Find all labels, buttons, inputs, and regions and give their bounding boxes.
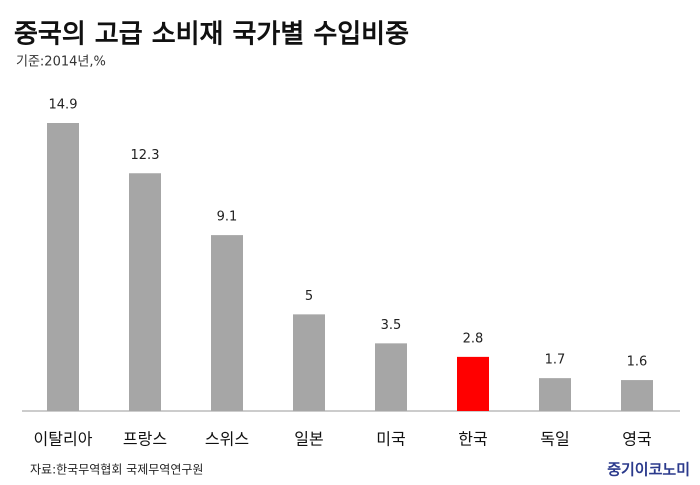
- value-label: 9.1: [217, 210, 238, 225]
- x-tick-label: 미국: [376, 430, 405, 449]
- x-tick-label: 이탈리아: [34, 430, 93, 449]
- bar: [457, 356, 489, 411]
- bar: [621, 380, 653, 411]
- value-label: 1.7: [545, 353, 566, 368]
- bar: [211, 235, 243, 411]
- x-tick-label: 한국: [458, 430, 487, 449]
- x-tick-label: 스위스: [205, 430, 249, 449]
- value-label: 2.8: [463, 331, 484, 346]
- x-tick-label: 영국: [622, 430, 651, 449]
- bar: [47, 123, 79, 411]
- x-tick-label: 일본: [294, 430, 323, 449]
- bar: [293, 314, 325, 411]
- x-tick-label: 프랑스: [123, 430, 167, 449]
- bar: [375, 343, 407, 411]
- value-label: 1.6: [627, 355, 648, 370]
- value-label: 12.3: [131, 148, 160, 163]
- value-label: 14.9: [49, 98, 78, 113]
- x-tick-label: 독일: [540, 430, 569, 449]
- value-label: 5: [305, 289, 313, 304]
- source: 자료:한국무역협회 국제무역연구원: [30, 463, 203, 477]
- brand: 중기이코노미: [607, 461, 690, 479]
- chart-subtitle: 기준:2014년,%: [16, 55, 106, 70]
- bar: [129, 173, 161, 411]
- value-label: 3.5: [381, 318, 402, 333]
- chart-title: 중국의 고급 소비재 국가별 수입비중: [14, 20, 409, 50]
- bar: [539, 378, 571, 411]
